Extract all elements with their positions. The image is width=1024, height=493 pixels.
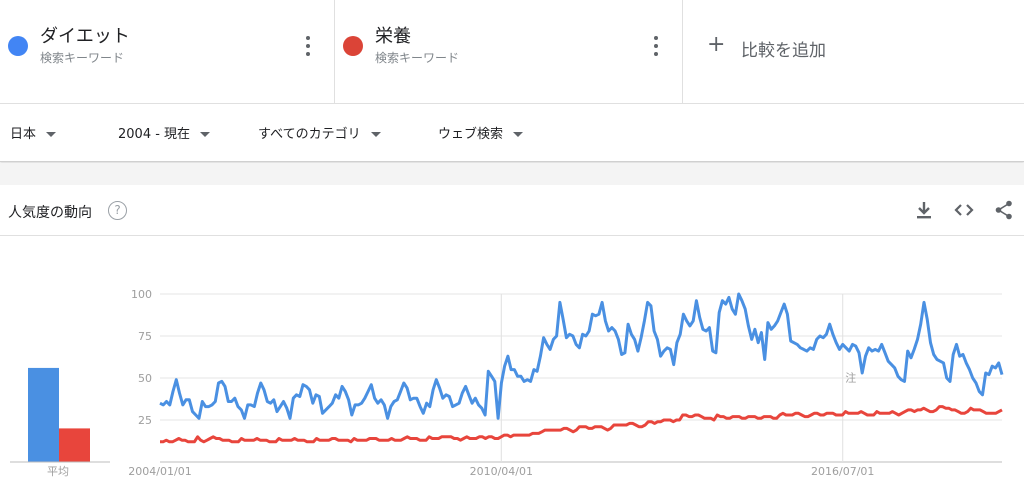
card-divider [0, 235, 1024, 236]
x-tick-label: 2004/01/01 [128, 465, 191, 478]
search-terms-bar: ダイエット 検索キーワード 栄養 検索キーワード + 比較を追加 [0, 0, 1024, 104]
more-vert-icon[interactable] [302, 36, 314, 56]
category-label: すべてのカテゴリ [258, 127, 361, 142]
note-marker: 注 [845, 370, 856, 384]
interest-over-time-card: 人気度の動向 ? 25 50 75 100 2004/01/01 2010/04/01 20… [0, 185, 1024, 493]
embed-icon[interactable] [954, 199, 974, 221]
average-label: 平均 [47, 465, 69, 478]
average-bar [59, 428, 90, 462]
y-tick-label: 50 [138, 372, 152, 385]
y-tick-label: 25 [138, 414, 152, 427]
series-line-2 [160, 405, 1003, 444]
series-line-1 [159, 292, 1004, 420]
caret-down-icon [370, 132, 381, 137]
more-vert-icon[interactable] [650, 36, 662, 56]
term-name[interactable]: 栄養 [375, 26, 411, 47]
term-type: 検索キーワード [40, 51, 125, 65]
x-tick-label: 2010/04/01 [470, 465, 533, 478]
help-icon[interactable]: ? [108, 201, 127, 220]
add-comparison-label: 比較を追加 [741, 41, 826, 61]
caret-down-icon [513, 132, 524, 137]
add-comparison-button[interactable]: + 比較を追加 [683, 0, 1024, 103]
search-type-dropdown[interactable]: ウェブ検索 [438, 123, 524, 142]
card-toolbar [914, 199, 1014, 221]
term-name[interactable]: ダイエット [40, 26, 130, 47]
term-color-dot [8, 36, 28, 56]
region-dropdown[interactable]: 日本 [10, 123, 57, 142]
average-bar [28, 367, 59, 462]
filter-bar: 日本 2004 - 現在 すべてのカテゴリ ウェブ検索 [0, 104, 1024, 162]
interest-line-chart: 25 50 75 100 2004/01/01 2010/04/01 2016/07/01 注… [10, 288, 1004, 478]
term-type: 検索キーワード [375, 51, 460, 65]
time-range-label: 2004 - 現在 [118, 127, 191, 142]
search-term-card-2[interactable]: 栄養 検索キーワード [335, 0, 683, 104]
search-term-card-1[interactable]: ダイエット 検索キーワード [0, 0, 335, 104]
caret-down-icon [200, 132, 211, 137]
download-icon[interactable] [914, 199, 934, 221]
section-gap [0, 163, 1024, 185]
x-tick-label: 2016/07/01 [811, 465, 874, 478]
plus-icon: + [707, 32, 726, 57]
card-title: 人気度の動向 [8, 205, 92, 221]
share-icon[interactable] [994, 199, 1014, 221]
time-range-dropdown[interactable]: 2004 - 現在 [118, 123, 211, 142]
y-tick-label: 100 [131, 288, 152, 301]
region-label: 日本 [10, 127, 37, 142]
search-type-label: ウェブ検索 [438, 127, 504, 142]
caret-down-icon [46, 132, 57, 137]
category-dropdown[interactable]: すべてのカテゴリ [258, 123, 381, 142]
term-color-dot [343, 36, 363, 56]
y-tick-label: 75 [138, 330, 152, 343]
